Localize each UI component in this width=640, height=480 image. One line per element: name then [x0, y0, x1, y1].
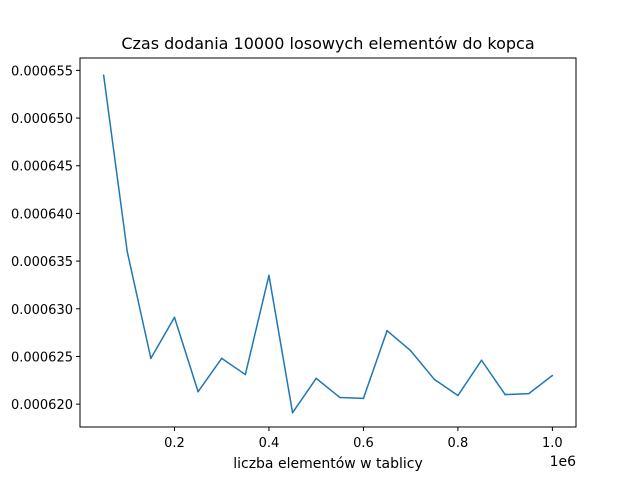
x-tick-label: 0.4	[259, 436, 280, 451]
x-tick-label: 0.6	[353, 436, 374, 451]
data-point	[457, 394, 459, 397]
y-tick-label: 0.000635	[11, 255, 73, 270]
data-point	[362, 397, 365, 400]
x-tick-label: 0.2	[164, 436, 185, 451]
data-point	[504, 393, 506, 396]
x-axis-offset-label: 1e6	[550, 454, 577, 470]
data-point	[102, 74, 105, 76]
axes-frame	[79, 57, 577, 428]
data-point	[150, 357, 152, 360]
y-tick-label: 0.000650	[11, 112, 73, 127]
data-point	[527, 392, 530, 395]
y-tick-label: 0.000625	[11, 350, 73, 365]
data-point	[551, 374, 554, 377]
y-axis: 0.000620 0.000625 0.000630 0.000635 0.000640…	[11, 64, 80, 413]
data-point	[339, 396, 341, 399]
y-tick-label: 0.000645	[11, 160, 73, 175]
data-point	[173, 316, 176, 319]
x-axis: 0.2 0.4 0.6 0.8 1.0	[164, 427, 563, 451]
x-tick-label: 1.0	[542, 436, 563, 451]
data-point	[268, 274, 270, 277]
data-point	[433, 378, 436, 381]
data-point	[197, 390, 199, 393]
y-tick-label: 0.000655	[11, 64, 73, 79]
y-tick-label: 0.000640	[11, 207, 73, 222]
x-axis-label: liczba elementów w tablicy	[233, 456, 423, 472]
data-point	[126, 250, 129, 253]
data-point	[386, 329, 388, 332]
plot-area	[102, 74, 554, 414]
data-point	[244, 373, 247, 376]
data-point	[291, 411, 294, 414]
series-line	[102, 75, 553, 414]
data-point	[220, 357, 223, 360]
data-point	[409, 349, 412, 352]
x-tick-label: 0.8	[448, 436, 469, 451]
data-point	[480, 359, 483, 362]
data-point	[315, 377, 317, 380]
y-tick-label: 0.000630	[11, 303, 73, 318]
y-tick-label: 0.000620	[11, 398, 73, 413]
chart-title: Czas dodania 10000 losowych elementów do…	[121, 34, 534, 53]
